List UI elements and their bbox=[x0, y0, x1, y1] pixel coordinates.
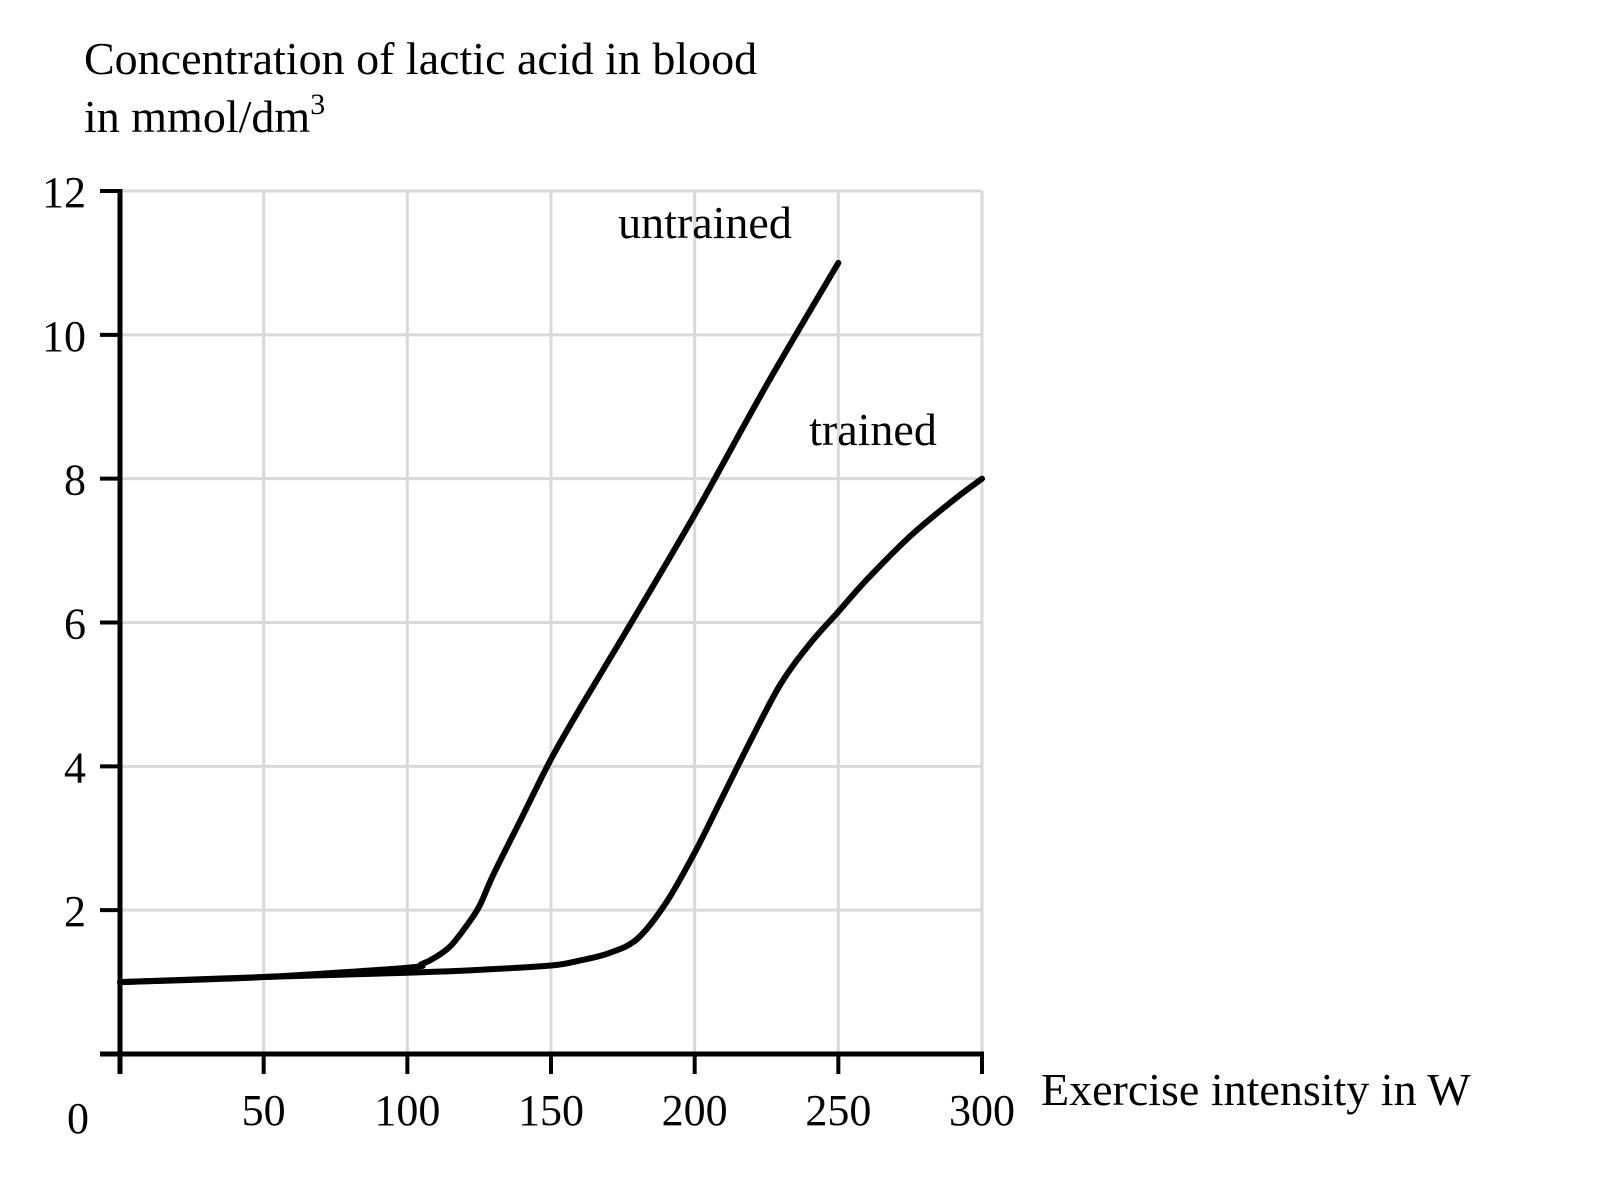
series-lines bbox=[117, 259, 985, 986]
series-line-untrained bbox=[117, 259, 842, 986]
x-tick-label-100: 100 bbox=[374, 1086, 440, 1135]
grid bbox=[120, 189, 984, 1054]
y-tick-label-10: 10 bbox=[42, 312, 86, 361]
x-tick-label-50: 50 bbox=[242, 1086, 286, 1135]
y-axis-label-line-1: Concentration of lactic acid in blood bbox=[84, 33, 758, 84]
x-tick-label-150: 150 bbox=[518, 1086, 584, 1135]
tick-labels: untrained trained 2 4 6 8 10 12 50 100 150 200 250 30… bbox=[42, 168, 1471, 1143]
series-label-untrained: untrained bbox=[618, 197, 792, 248]
y-tick-label-12: 12 bbox=[42, 168, 86, 217]
series-line-trained bbox=[117, 475, 985, 986]
x-tick-label-200: 200 bbox=[662, 1086, 728, 1135]
x-tick-label-300: 300 bbox=[949, 1086, 1015, 1135]
axes bbox=[100, 189, 984, 1074]
origin-label: 0 bbox=[67, 1094, 89, 1143]
x-axis-label: Exercise intensity in W bbox=[1041, 1064, 1471, 1115]
y-tick-label-8: 8 bbox=[64, 456, 86, 505]
y-axis-label-superscript: 3 bbox=[310, 88, 326, 121]
y-tick-label-6: 6 bbox=[64, 600, 86, 649]
x-tick-label-250: 250 bbox=[805, 1086, 871, 1135]
y-axis-label-unit: in mmol/dm bbox=[84, 91, 311, 142]
y-axis-label-line-2: in mmol/dm3 bbox=[84, 90, 325, 142]
series-label-trained: trained bbox=[809, 404, 937, 455]
y-tick-label-4: 4 bbox=[64, 743, 86, 792]
y-tick-label-2: 2 bbox=[64, 887, 86, 936]
